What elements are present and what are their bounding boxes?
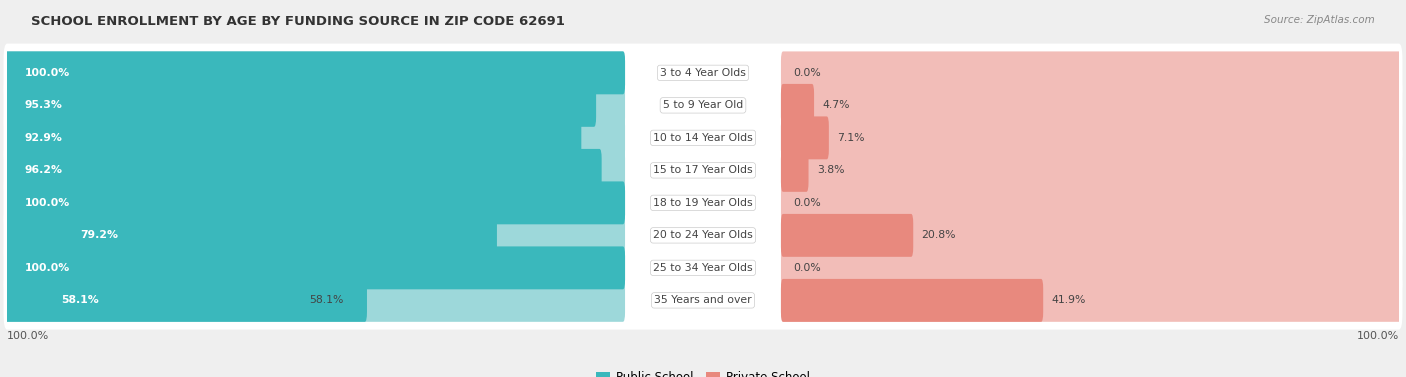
FancyBboxPatch shape [4,239,1402,297]
Text: 58.1%: 58.1% [309,295,344,305]
FancyBboxPatch shape [4,109,1402,167]
Text: SCHOOL ENROLLMENT BY AGE BY FUNDING SOURCE IN ZIP CODE 62691: SCHOOL ENROLLMENT BY AGE BY FUNDING SOUR… [31,15,565,28]
FancyBboxPatch shape [780,116,1400,159]
Text: 95.3%: 95.3% [24,100,62,110]
FancyBboxPatch shape [780,116,830,159]
FancyBboxPatch shape [780,214,914,257]
FancyBboxPatch shape [780,149,808,192]
Text: 0.0%: 0.0% [793,68,821,78]
Text: 92.9%: 92.9% [24,133,62,143]
Text: 100.0%: 100.0% [7,331,49,340]
FancyBboxPatch shape [6,214,496,257]
Text: 3.8%: 3.8% [817,166,845,175]
FancyBboxPatch shape [780,279,1043,322]
FancyBboxPatch shape [6,116,626,159]
FancyBboxPatch shape [4,44,1402,102]
FancyBboxPatch shape [4,174,1402,232]
Text: 0.0%: 0.0% [793,198,821,208]
FancyBboxPatch shape [780,247,1400,289]
Text: 0.0%: 0.0% [793,263,821,273]
FancyBboxPatch shape [780,84,1400,127]
Text: 100.0%: 100.0% [24,68,70,78]
Text: 58.1%: 58.1% [60,295,98,305]
Text: 100.0%: 100.0% [1357,331,1399,340]
FancyBboxPatch shape [780,214,1400,257]
Text: 4.7%: 4.7% [823,100,849,110]
Legend: Public School, Private School: Public School, Private School [596,371,810,377]
FancyBboxPatch shape [6,247,626,289]
FancyBboxPatch shape [780,279,1400,322]
FancyBboxPatch shape [6,84,626,127]
FancyBboxPatch shape [6,51,626,94]
Text: 18 to 19 Year Olds: 18 to 19 Year Olds [654,198,752,208]
FancyBboxPatch shape [6,116,581,159]
Text: 79.2%: 79.2% [80,230,118,241]
Text: 20 to 24 Year Olds: 20 to 24 Year Olds [654,230,752,241]
FancyBboxPatch shape [4,141,1402,199]
FancyBboxPatch shape [780,84,814,127]
FancyBboxPatch shape [6,51,626,94]
Text: 15 to 17 Year Olds: 15 to 17 Year Olds [654,166,752,175]
FancyBboxPatch shape [4,76,1402,135]
Text: 20.8%: 20.8% [921,230,956,241]
FancyBboxPatch shape [6,214,626,257]
Text: 10 to 14 Year Olds: 10 to 14 Year Olds [654,133,752,143]
Text: 100.0%: 100.0% [24,198,70,208]
FancyBboxPatch shape [6,181,626,224]
FancyBboxPatch shape [6,247,626,289]
FancyBboxPatch shape [4,206,1402,265]
FancyBboxPatch shape [780,181,1400,224]
Text: 5 to 9 Year Old: 5 to 9 Year Old [662,100,744,110]
Text: 96.2%: 96.2% [24,166,62,175]
FancyBboxPatch shape [6,279,626,322]
FancyBboxPatch shape [4,271,1402,329]
Text: 41.9%: 41.9% [1052,295,1085,305]
FancyBboxPatch shape [780,149,1400,192]
FancyBboxPatch shape [6,84,596,127]
FancyBboxPatch shape [780,51,1400,94]
Text: 35 Years and over: 35 Years and over [654,295,752,305]
FancyBboxPatch shape [6,149,626,192]
FancyBboxPatch shape [6,279,367,322]
Text: 7.1%: 7.1% [837,133,865,143]
Text: 25 to 34 Year Olds: 25 to 34 Year Olds [654,263,752,273]
Text: 100.0%: 100.0% [24,263,70,273]
FancyBboxPatch shape [6,149,602,192]
Text: 3 to 4 Year Olds: 3 to 4 Year Olds [659,68,747,78]
FancyBboxPatch shape [6,181,626,224]
Text: Source: ZipAtlas.com: Source: ZipAtlas.com [1264,15,1375,25]
